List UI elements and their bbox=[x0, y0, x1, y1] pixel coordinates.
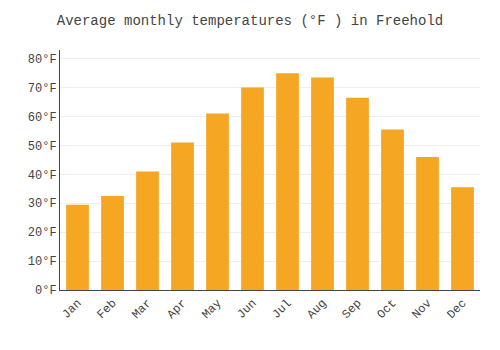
svg-text:Average monthly temperatures (: Average monthly temperatures (°F ) in Fr… bbox=[57, 13, 443, 29]
svg-text:Feb: Feb bbox=[94, 297, 119, 322]
svg-text:Nov: Nov bbox=[409, 297, 434, 322]
svg-text:70°F: 70°F bbox=[28, 82, 57, 96]
svg-text:Oct: Oct bbox=[374, 297, 399, 322]
svg-text:Sep: Sep bbox=[339, 297, 364, 322]
svg-text:0°F: 0°F bbox=[35, 284, 57, 298]
svg-text:80°F: 80°F bbox=[28, 53, 57, 67]
svg-text:10°F: 10°F bbox=[28, 255, 57, 269]
svg-text:Jan: Jan bbox=[59, 297, 84, 322]
svg-text:Aug: Aug bbox=[304, 297, 329, 322]
svg-text:Mar: Mar bbox=[129, 297, 154, 322]
svg-text:Jun: Jun bbox=[234, 297, 259, 322]
svg-text:Apr: Apr bbox=[164, 297, 189, 322]
svg-text:Jul: Jul bbox=[269, 297, 294, 322]
svg-text:30°F: 30°F bbox=[28, 197, 57, 211]
svg-text:Dec: Dec bbox=[444, 297, 469, 322]
svg-text:60°F: 60°F bbox=[28, 111, 57, 125]
svg-text:50°F: 50°F bbox=[28, 140, 57, 154]
svg-text:May: May bbox=[199, 297, 224, 322]
svg-text:20°F: 20°F bbox=[28, 226, 57, 240]
svg-text:40°F: 40°F bbox=[28, 169, 57, 183]
